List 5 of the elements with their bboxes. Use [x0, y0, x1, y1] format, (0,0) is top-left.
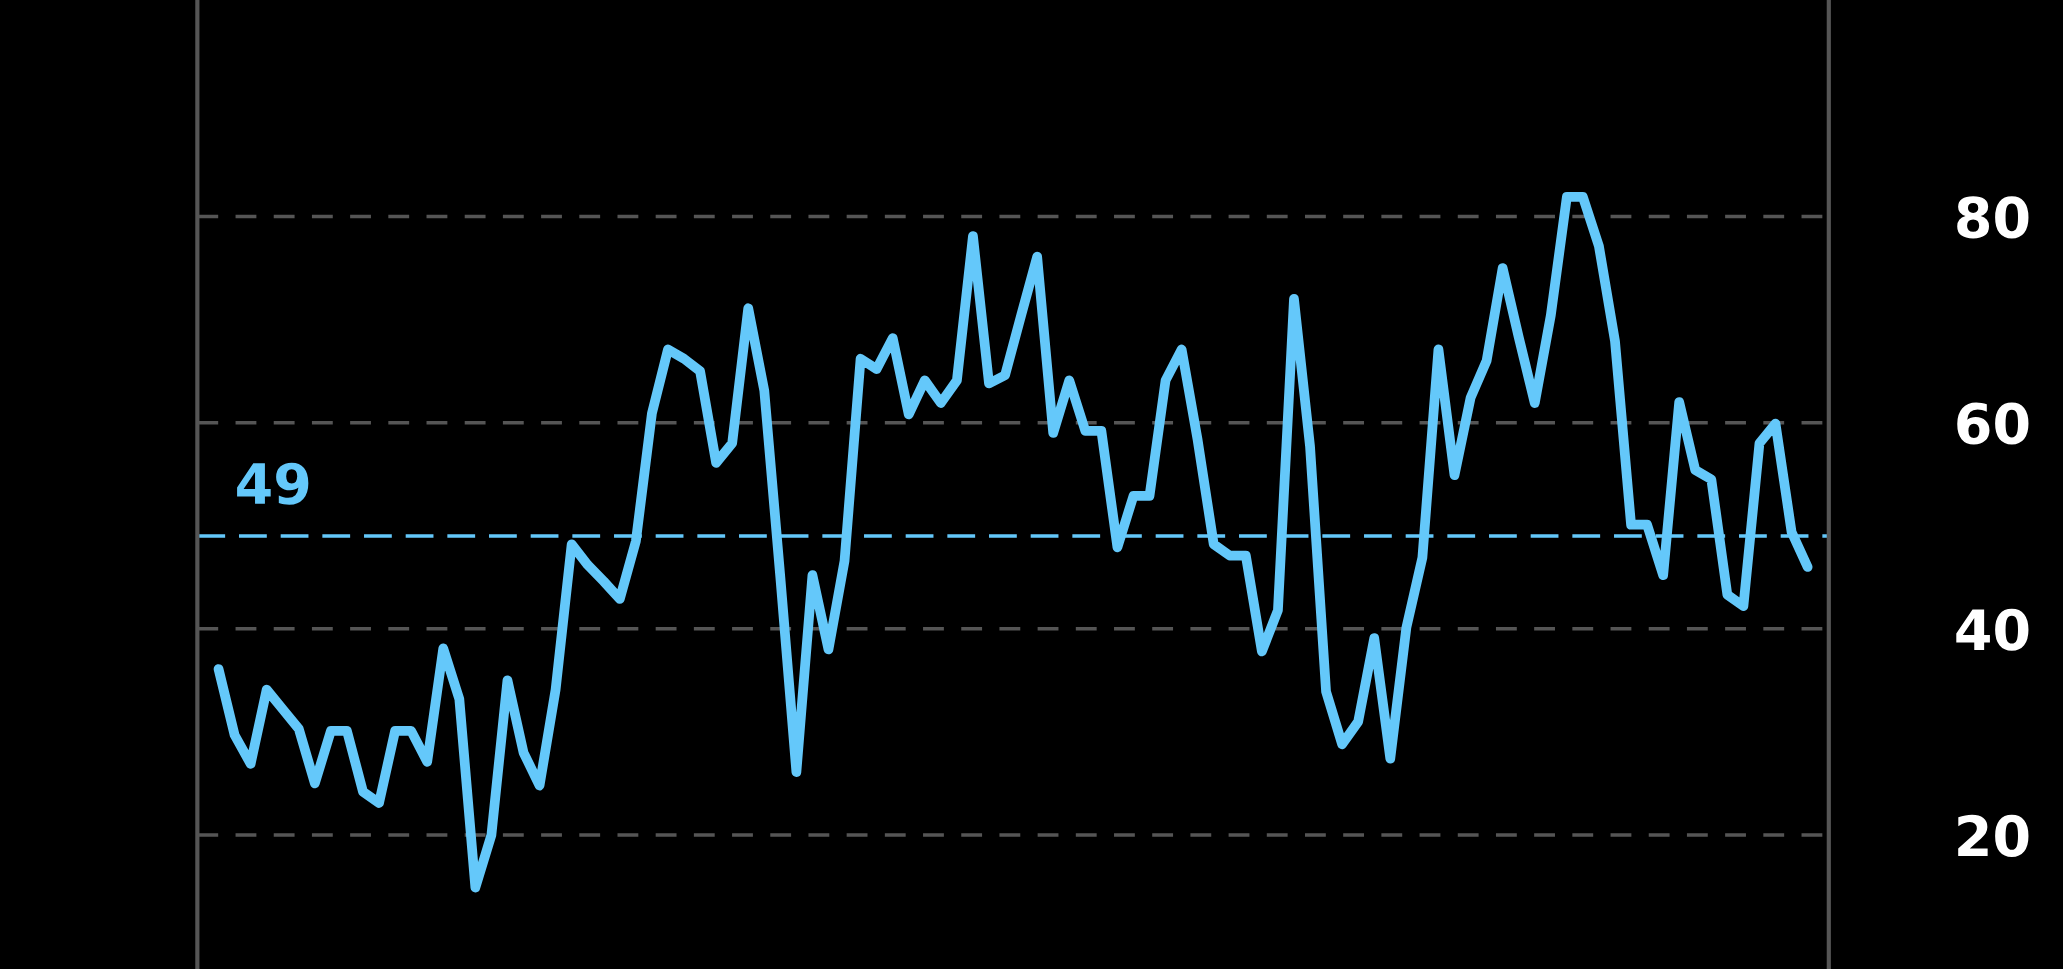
- y-tick-label: 80: [1957, 196, 2029, 239]
- y-tick-label: 40: [1956, 608, 2029, 651]
- y-tick-label: 60: [1957, 402, 2029, 445]
- y-tick-label: 20: [1958, 814, 2029, 857]
- ref-line-label: 49: [237, 462, 309, 505]
